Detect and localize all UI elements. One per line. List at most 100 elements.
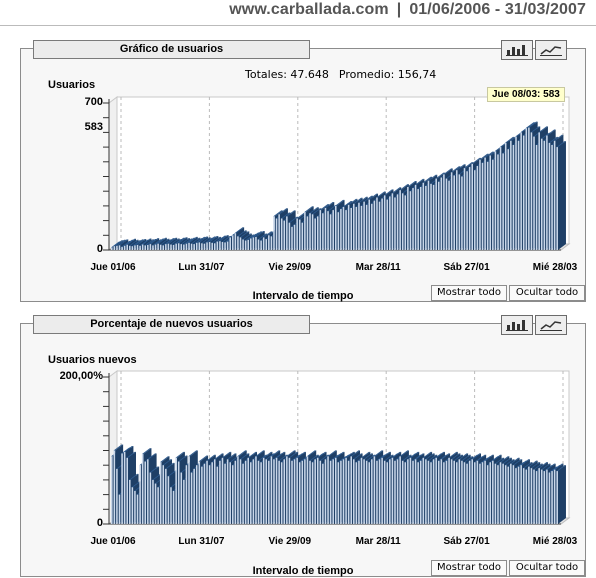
show-all-button[interactable]: Mostrar todo — [431, 285, 507, 301]
bar — [407, 459, 409, 524]
bar-top — [358, 196, 368, 203]
bar-top — [448, 451, 458, 458]
bar — [260, 240, 262, 250]
bar — [553, 469, 556, 524]
bar — [553, 140, 556, 250]
bar-top — [391, 451, 402, 458]
bar-top — [327, 205, 337, 212]
bar — [376, 460, 378, 524]
new-users-chart-panel: Porcentaje de nuevos usuarios Usuarios n… — [20, 315, 586, 577]
hide-all-button[interactable]: Ocultar todo — [509, 560, 585, 576]
bar-top — [353, 453, 363, 460]
bar-top — [409, 451, 420, 458]
bar-top — [556, 465, 566, 472]
bar — [371, 459, 373, 524]
bar — [273, 459, 275, 524]
bar — [162, 245, 165, 250]
bar — [417, 189, 419, 250]
bar — [340, 209, 342, 250]
bar-top — [216, 235, 227, 242]
show-all-button[interactable]: Mostrar todo — [431, 560, 507, 576]
bar — [365, 460, 368, 524]
bar-top — [255, 450, 265, 457]
bar-top — [453, 454, 463, 461]
bar-top — [280, 212, 291, 219]
bar — [481, 462, 484, 524]
bar — [309, 460, 311, 524]
bar-top — [530, 462, 541, 469]
bar — [324, 208, 327, 250]
bar — [404, 195, 407, 250]
bar-top — [381, 451, 391, 458]
bar — [311, 214, 314, 250]
bar — [203, 463, 206, 524]
bar — [250, 462, 252, 524]
bar-chart-button[interactable] — [501, 40, 533, 60]
bar-top — [147, 238, 157, 245]
bar — [185, 465, 188, 524]
bar — [353, 203, 355, 250]
bar-top — [425, 453, 435, 460]
bar — [144, 245, 147, 250]
bar — [286, 456, 288, 524]
bar-top — [131, 481, 142, 488]
bar — [543, 140, 546, 250]
bar — [381, 457, 383, 524]
bar — [448, 457, 450, 524]
bar-top — [363, 453, 373, 460]
bar-top — [528, 121, 538, 128]
bar-top — [538, 126, 548, 133]
bar — [440, 177, 443, 250]
bar-top — [154, 238, 165, 245]
bar — [167, 476, 170, 524]
bar — [123, 451, 126, 524]
bar — [329, 460, 332, 524]
bar-top — [278, 454, 288, 461]
bar-top — [262, 231, 273, 238]
value-tooltip: Jue 08/03: 583 — [487, 87, 565, 102]
hide-all-button[interactable]: Ocultar todo — [509, 285, 585, 301]
bar — [425, 185, 427, 250]
bar — [520, 132, 522, 250]
bar — [345, 210, 347, 250]
bar — [535, 145, 538, 250]
x-tick-label: Vie 29/09 — [268, 262, 312, 273]
bar — [183, 244, 185, 250]
bar-top — [129, 239, 139, 246]
bar — [556, 147, 558, 250]
bar — [286, 216, 288, 250]
bar — [165, 244, 167, 250]
bar — [484, 157, 486, 250]
bar-top — [546, 129, 556, 136]
bar — [394, 460, 396, 524]
bar — [306, 216, 309, 250]
bar-chart-button[interactable] — [501, 315, 533, 335]
bar — [298, 462, 301, 524]
bar — [515, 136, 517, 250]
bar — [211, 242, 213, 250]
bar — [239, 237, 242, 250]
bar — [116, 468, 118, 524]
line-chart-button[interactable] — [535, 315, 567, 335]
bar — [265, 459, 268, 524]
bar — [522, 468, 525, 524]
bar — [123, 245, 126, 250]
bar — [316, 457, 319, 524]
bar — [463, 168, 466, 250]
bar-top — [522, 462, 533, 469]
bar — [368, 199, 371, 250]
bar — [329, 214, 332, 250]
bar — [141, 244, 144, 250]
bar — [180, 472, 183, 524]
bar — [386, 462, 389, 524]
bar — [157, 487, 159, 524]
bar — [177, 461, 180, 524]
bar-top — [365, 454, 376, 461]
bar — [304, 212, 306, 250]
bar-top — [538, 462, 548, 469]
bar — [512, 465, 515, 524]
bar-top — [335, 451, 345, 458]
line-chart-button[interactable] — [535, 40, 567, 60]
bar — [474, 170, 476, 250]
bar-top — [350, 450, 360, 457]
